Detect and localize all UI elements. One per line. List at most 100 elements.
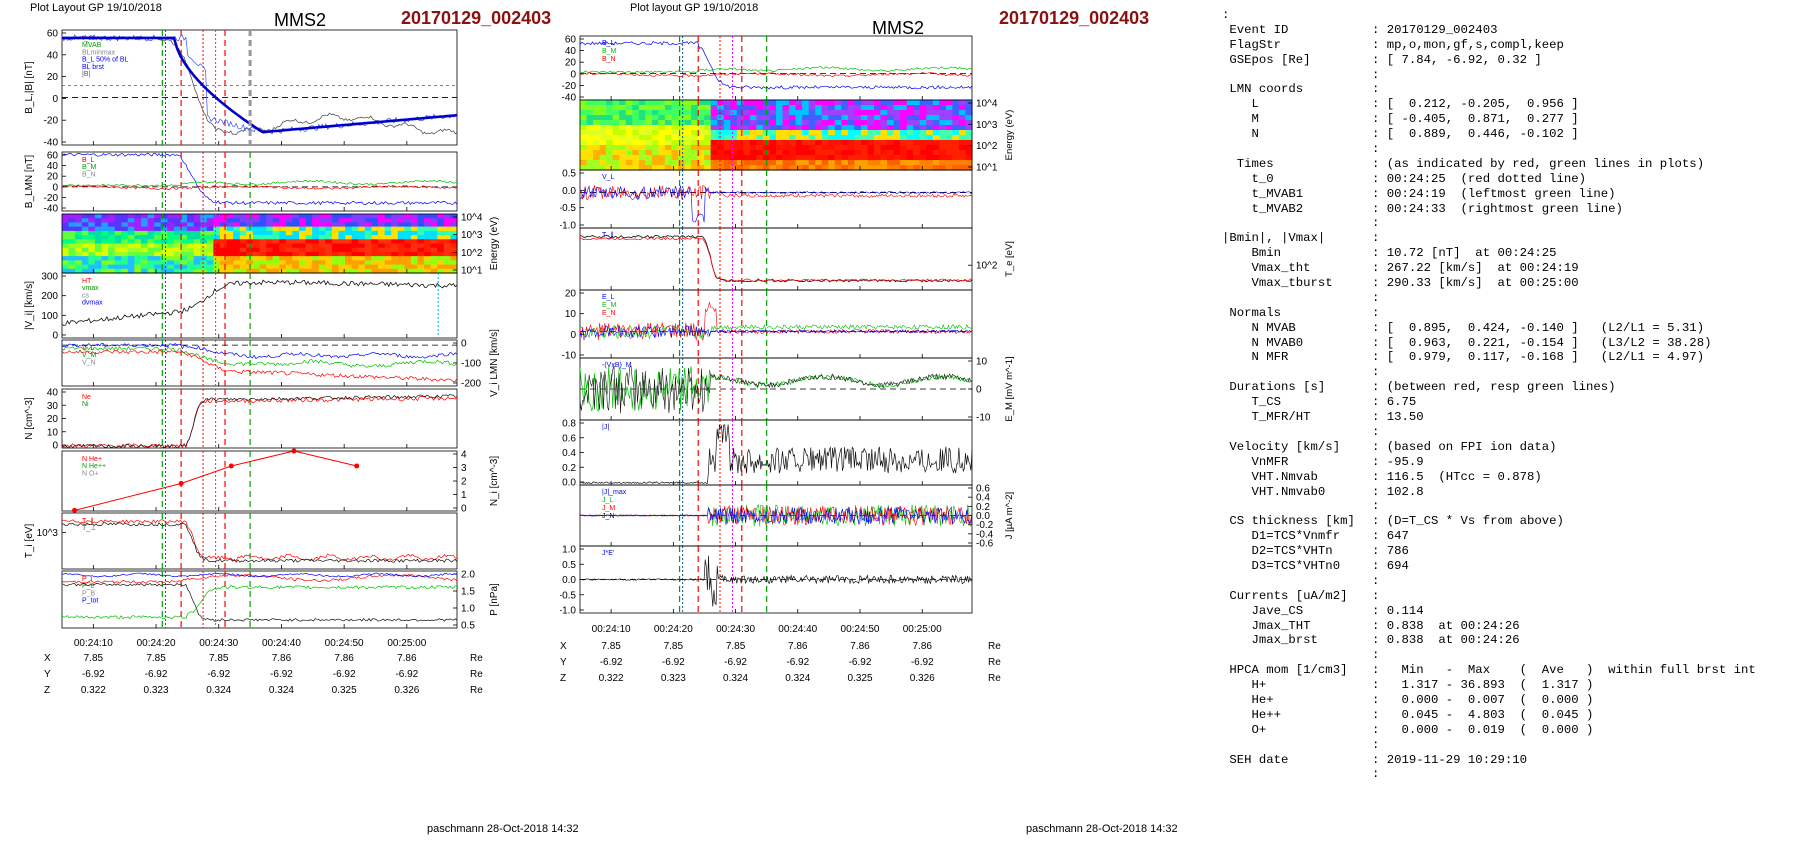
position-row-label: Y	[560, 657, 567, 668]
spectrogram-cell	[325, 230, 333, 236]
spectrogram-cell	[965, 110, 973, 116]
spectrogram-cell	[965, 150, 973, 156]
spectrogram-cell	[808, 125, 816, 131]
spectrogram-cell	[658, 120, 666, 126]
spectrogram-cell	[671, 105, 679, 111]
position-value: -6.92	[270, 669, 293, 680]
spectrogram-cell	[867, 155, 875, 161]
spectrogram-cell	[299, 214, 307, 219]
spectrogram-cell	[599, 135, 607, 141]
spectrogram-cell	[430, 268, 438, 274]
spectrogram-cell	[299, 218, 307, 223]
spectrogram-cell	[612, 155, 620, 161]
spectrogram-cell	[776, 120, 784, 126]
spectrogram-cell	[325, 243, 333, 249]
spectrogram-cell	[821, 140, 829, 146]
spectrogram-cell	[828, 155, 836, 161]
spectrogram-cell	[437, 256, 445, 261]
left-ViN-series	[61, 349, 458, 382]
spectrogram-cell	[945, 115, 953, 121]
info-value: : 20170129_002403	[1372, 22, 1498, 37]
spectrogram-cell	[658, 145, 666, 151]
spectrogram-cell	[625, 110, 633, 116]
spectrogram-cell	[586, 130, 594, 136]
spectrogram-cell	[173, 222, 182, 228]
spectrogram-cell	[684, 165, 692, 171]
spectrogram-cell	[867, 165, 875, 171]
info-key: He++	[1222, 707, 1282, 722]
spectrogram-cell	[410, 226, 419, 232]
spectrogram-cell	[893, 115, 901, 121]
spectrogram-cell	[841, 120, 849, 126]
x-tick-label: 00:24:40	[778, 624, 817, 635]
spectrogram-cell	[749, 110, 757, 116]
spectrogram-cell	[121, 256, 129, 261]
spectrogram-cell	[200, 214, 208, 219]
spectrogram-cell	[789, 150, 797, 156]
spectrogram-cell	[443, 226, 451, 232]
spectrogram-cell	[691, 100, 699, 106]
spectrogram-cell	[769, 120, 777, 126]
y-tick-label: -1.0	[560, 221, 576, 232]
spectrogram-cell	[593, 120, 601, 126]
spectrogram-cell	[404, 222, 412, 228]
spectrogram-cell	[305, 268, 313, 274]
info-key: D2=TCS*VHTn	[1222, 544, 1333, 559]
spectrogram-cell	[945, 130, 953, 136]
spectrogram-cell	[364, 226, 372, 232]
spectrogram-cell	[325, 268, 333, 274]
left-Ni-series	[61, 394, 458, 449]
spectrogram-cell	[664, 160, 672, 166]
spectrogram-cell	[913, 135, 921, 141]
spectrogram-cell	[808, 150, 816, 156]
spectrogram-cell	[371, 222, 379, 228]
spectrogram-cell	[651, 110, 659, 116]
spectrogram-cell	[789, 125, 797, 131]
spectrogram-cell	[397, 222, 405, 228]
spectrogram-cell	[795, 135, 803, 141]
spectrogram-cell	[776, 130, 784, 136]
spectrogram-cell	[815, 120, 823, 126]
y-tick-label: 0.2	[976, 502, 990, 513]
spectrogram-cell	[926, 135, 934, 141]
spectrogram-cell	[658, 160, 666, 166]
position-value: 7.85	[146, 653, 166, 664]
spectrogram-cell	[299, 247, 307, 253]
spectrogram-cell	[141, 264, 149, 270]
info-row: He+: 0.000 - 0.007 ( 0.000 )	[1222, 693, 1756, 708]
spectrogram-cell	[651, 105, 659, 111]
spectrogram-cell	[913, 105, 921, 111]
y-tick-label: 0	[461, 339, 467, 350]
spectrogram-cell	[710, 120, 718, 126]
spectrogram-cell	[723, 100, 731, 106]
spectrogram-cell	[762, 125, 770, 131]
spectrogram-cell	[710, 135, 718, 141]
y-tick-label: 10^2	[461, 248, 483, 259]
info-key: |Bmin|, |Vmax|	[1222, 231, 1326, 246]
panel-frame	[579, 35, 973, 101]
spectrogram-cell	[437, 247, 445, 253]
spectrogram-cell	[958, 165, 966, 171]
position-value: 0.326	[394, 685, 419, 696]
spectrogram-cell	[200, 268, 208, 274]
spectrogram-cell	[847, 145, 855, 151]
spectrogram-cell	[259, 235, 267, 240]
info-row: L: [ 0.212, -0.205, 0.956 ]	[1222, 97, 1756, 112]
right-BL-series	[579, 41, 973, 90]
spectrogram-cell	[312, 235, 320, 240]
spectrogram-cell	[939, 145, 947, 151]
spectrogram-cell	[736, 115, 744, 121]
spectrogram-cell	[704, 115, 712, 121]
spectrogram-cell	[691, 125, 699, 131]
y-tick-label: -0.4	[976, 529, 994, 540]
spectrogram-cell	[586, 165, 594, 171]
info-row: Jmax_brst: 0.838 at 00:24:26	[1222, 633, 1756, 648]
legend-entry: P_i	[82, 576, 93, 583]
left-ViM-series	[61, 343, 458, 360]
info-row: :	[1222, 648, 1756, 663]
spectrogram-cell	[939, 100, 947, 106]
spectrogram-cell	[867, 135, 875, 141]
spectrogram-cell	[285, 222, 293, 228]
